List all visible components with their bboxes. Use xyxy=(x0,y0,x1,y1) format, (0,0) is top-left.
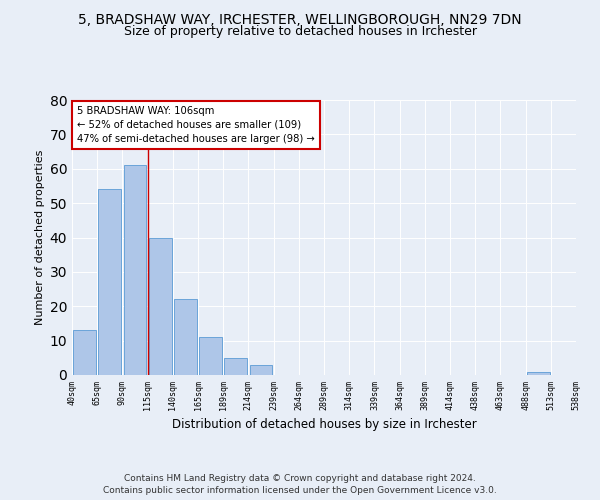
Bar xyxy=(174,300,197,375)
Bar xyxy=(527,372,550,375)
X-axis label: Distribution of detached houses by size in Irchester: Distribution of detached houses by size … xyxy=(172,418,476,431)
Bar xyxy=(124,166,146,375)
Y-axis label: Number of detached properties: Number of detached properties xyxy=(35,150,46,325)
Bar xyxy=(149,238,172,375)
Bar xyxy=(250,364,272,375)
Bar xyxy=(224,358,247,375)
Text: Size of property relative to detached houses in Irchester: Size of property relative to detached ho… xyxy=(124,25,476,38)
Bar xyxy=(199,337,222,375)
Bar xyxy=(73,330,96,375)
Text: 5 BRADSHAW WAY: 106sqm
← 52% of detached houses are smaller (109)
47% of semi-de: 5 BRADSHAW WAY: 106sqm ← 52% of detached… xyxy=(77,106,315,144)
Text: 5, BRADSHAW WAY, IRCHESTER, WELLINGBOROUGH, NN29 7DN: 5, BRADSHAW WAY, IRCHESTER, WELLINGBOROU… xyxy=(78,12,522,26)
Text: Contains HM Land Registry data © Crown copyright and database right 2024.
Contai: Contains HM Land Registry data © Crown c… xyxy=(103,474,497,495)
Bar xyxy=(98,190,121,375)
